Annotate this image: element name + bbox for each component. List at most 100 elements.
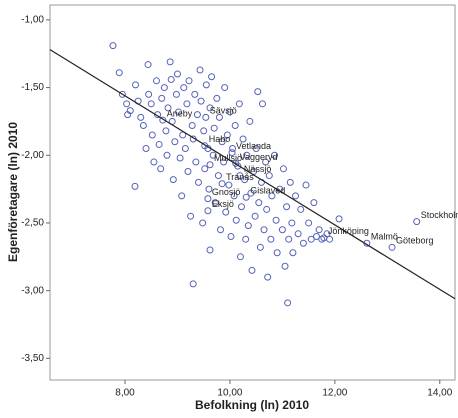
point — [228, 149, 236, 157]
point — [216, 226, 224, 234]
point — [159, 116, 167, 124]
point — [235, 100, 243, 108]
point — [201, 165, 209, 173]
point — [124, 111, 132, 119]
point — [283, 203, 291, 211]
point-label: Vetlanda — [236, 141, 271, 151]
point — [231, 121, 239, 129]
x-tick-label: 10,00 — [217, 388, 242, 399]
point — [284, 299, 292, 307]
point — [258, 100, 266, 108]
point-label: Jönköping — [328, 226, 369, 236]
point — [164, 104, 172, 112]
point — [139, 121, 147, 129]
point — [237, 203, 245, 211]
point — [109, 42, 117, 50]
y-tick-label: -1,50 — [21, 82, 44, 93]
point — [218, 180, 226, 188]
y-tick-label: -3,00 — [21, 285, 44, 296]
point — [232, 216, 240, 224]
point — [305, 219, 313, 227]
point-label: Sävsjö — [210, 106, 237, 116]
point — [388, 243, 396, 251]
point — [267, 235, 275, 243]
point — [302, 181, 310, 189]
point — [215, 113, 223, 121]
point — [199, 219, 207, 227]
point — [278, 226, 286, 234]
y-tick-label: -3,50 — [21, 353, 44, 364]
point-label: Mullsjö — [214, 153, 242, 163]
point — [236, 172, 244, 180]
point — [167, 75, 175, 83]
point — [201, 142, 209, 150]
point — [115, 69, 123, 77]
point — [225, 181, 233, 189]
point — [247, 189, 255, 197]
point — [191, 90, 199, 98]
point — [206, 246, 214, 254]
point — [172, 90, 180, 98]
point — [232, 159, 240, 167]
point — [239, 135, 247, 143]
point — [230, 192, 238, 200]
point — [313, 232, 321, 240]
point — [193, 111, 201, 119]
point — [210, 124, 218, 132]
point — [307, 235, 315, 243]
point — [242, 193, 250, 201]
x-tick-label: 14,00 — [427, 388, 452, 399]
point — [209, 151, 217, 159]
point — [187, 212, 195, 220]
point — [189, 280, 197, 288]
point — [118, 90, 126, 98]
point — [229, 145, 237, 153]
point — [254, 88, 262, 96]
point — [204, 195, 212, 203]
point — [281, 262, 289, 270]
point — [166, 58, 174, 66]
point — [150, 158, 158, 166]
point — [220, 158, 228, 166]
point — [310, 199, 318, 207]
point — [147, 100, 155, 108]
point-label: Malmö — [371, 232, 398, 242]
point — [260, 226, 268, 234]
point — [163, 151, 171, 159]
point — [202, 113, 210, 121]
point — [255, 199, 263, 207]
point — [181, 145, 189, 153]
point — [142, 145, 150, 153]
point — [320, 234, 328, 242]
point — [292, 192, 300, 200]
x-tick-label: 12,00 — [322, 388, 347, 399]
point — [200, 127, 208, 135]
point — [214, 172, 222, 180]
point — [227, 232, 235, 240]
point — [158, 94, 166, 102]
point — [132, 81, 140, 89]
point — [299, 239, 307, 247]
point — [218, 138, 226, 146]
point — [243, 151, 251, 159]
point — [202, 81, 210, 89]
fit-line — [49, 49, 456, 300]
point — [192, 158, 200, 166]
point — [251, 212, 259, 220]
point — [268, 192, 276, 200]
point — [256, 243, 264, 251]
point — [169, 176, 177, 184]
x-tick-label: 8,00 — [115, 388, 135, 399]
point — [246, 117, 254, 125]
point-label: Tranås — [226, 172, 254, 182]
point — [185, 77, 193, 85]
point — [285, 235, 293, 243]
point-label: Habo — [209, 134, 231, 144]
point — [208, 73, 216, 81]
point — [236, 253, 244, 261]
point — [157, 165, 165, 173]
point — [204, 207, 212, 215]
point — [162, 127, 170, 135]
